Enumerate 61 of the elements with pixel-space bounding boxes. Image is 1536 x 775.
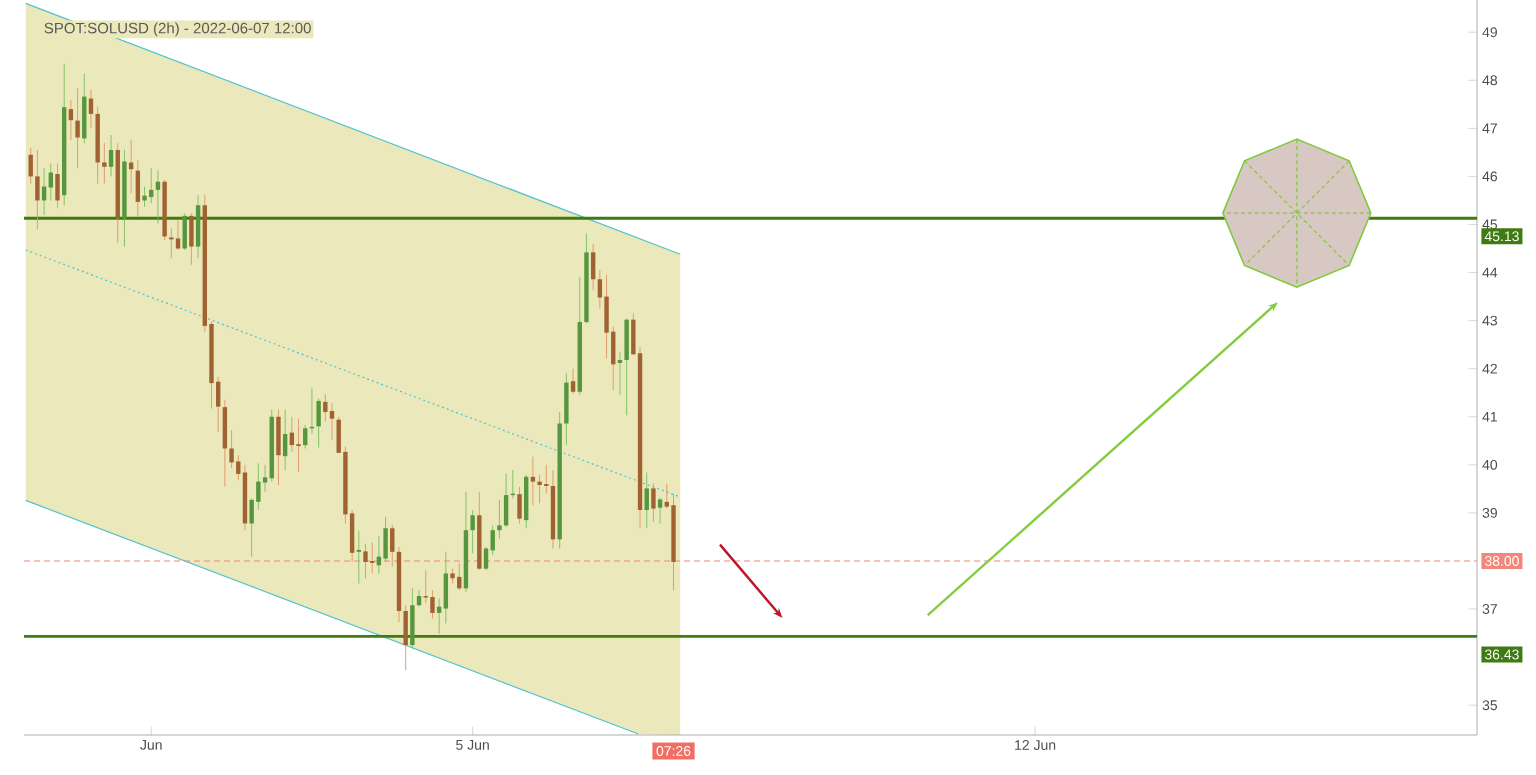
y-tick-label: 45 [1482,219,1498,230]
ref-line-label: 38.00 [1484,556,1519,566]
candlestick [597,269,603,310]
candlestick [356,530,361,585]
candlestick [75,87,80,169]
y-tick-label: 37 [1482,604,1497,614]
candlestick [390,524,395,568]
y-tick-label: 40 [1482,459,1498,470]
candlestick [323,393,328,423]
y-tick-label: 49 [1482,27,1497,38]
candlestick [617,351,623,396]
y-tick-label: 41 [1482,411,1497,422]
candlestick [142,186,147,208]
candlestick [490,524,495,556]
candlestick [370,542,375,574]
y-tick-label: 47 [1482,123,1497,134]
text: SPOT:SOLUSD (2h) - 2022-06-07 12:00 [44,22,311,37]
candlestick [282,409,288,471]
candlestick [108,134,114,177]
candlestick [102,142,107,185]
candlestick [169,227,174,259]
candlestick [41,167,47,216]
y-tick-label: 43 [1482,315,1498,326]
x-tick-label: Jun [140,740,162,750]
candlestick [570,368,576,395]
text: 07:26 [656,746,691,756]
candlestick [229,429,234,469]
candlestick [657,497,663,524]
candlestick [530,456,536,506]
candlestick [329,402,335,441]
candlestick [68,99,74,141]
candlestick [470,509,475,554]
candlestick [175,219,181,251]
candlestick [303,424,308,449]
candlestick [423,569,428,604]
y-tick-label: 35 [1482,700,1498,711]
candlestick [664,483,670,510]
candlestick [651,483,656,523]
candlestick [430,589,435,620]
x-tick-label: 12 Jun [1015,740,1056,750]
candlestick [296,418,301,473]
candlestick [262,464,268,493]
candlestick [236,454,241,481]
candlestick [363,543,368,579]
candlestick [537,474,542,504]
y-tick-label: 42 [1482,363,1497,374]
ref-line-label: 36.43 [1484,649,1519,660]
candlestick [544,464,549,495]
candlestick [128,139,134,194]
candlestick [497,499,502,539]
candlestick [256,462,261,511]
y-tick-label: 48 [1482,75,1498,86]
candlestick [644,472,649,529]
y-tick-label: 46 [1482,171,1498,182]
ref-line-label: 45.13 [1484,231,1519,242]
candlestick [249,498,254,558]
y-tick-label: 39 [1482,507,1497,518]
x-tick-label: 5 Jun [456,740,489,750]
candlestick [416,589,422,608]
candlestick [483,546,489,571]
y-tick-label: 44 [1482,267,1498,278]
